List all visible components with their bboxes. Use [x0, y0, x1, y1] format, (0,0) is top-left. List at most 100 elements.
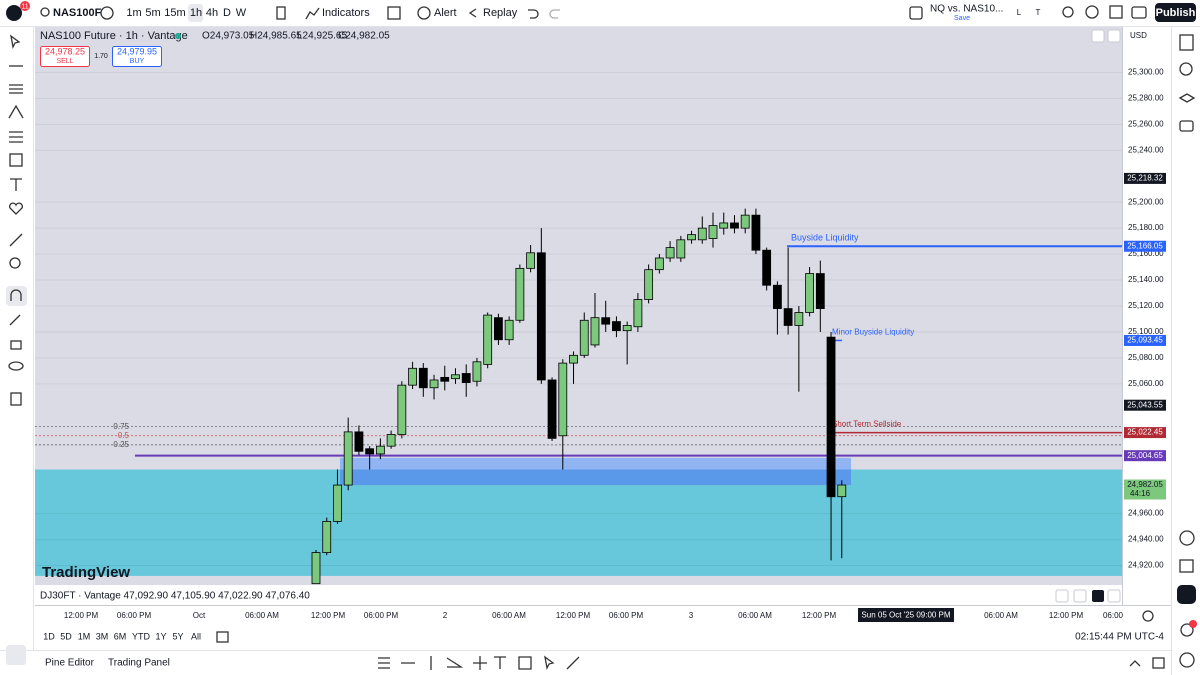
level-text: Buyside Liquidity	[791, 233, 859, 243]
range-button[interactable]: 3M	[96, 631, 109, 641]
search-icon[interactable]	[40, 7, 50, 17]
collapse-button[interactable]	[6, 645, 26, 665]
layers-icon[interactable]	[1178, 93, 1196, 103]
ohlc-close: C24,982.05	[338, 31, 390, 42]
crosshair-time: Sun 05 Oct '25 09:00 PM	[861, 611, 950, 620]
alert-button[interactable]: Alert	[434, 7, 457, 19]
interval-button[interactable]: W	[236, 7, 247, 19]
y-tick-label: 25,300.00	[1128, 68, 1164, 77]
buy-button[interactable]	[112, 46, 162, 67]
stay-drawing-tool[interactable]	[9, 314, 21, 326]
layout-checkbox[interactable]	[909, 6, 923, 20]
reset-button[interactable]	[1107, 29, 1121, 43]
ruler-tool[interactable]	[9, 233, 23, 247]
pane-up[interactable]	[1055, 589, 1069, 603]
cursor-tool[interactable]	[10, 34, 21, 50]
undo[interactable]	[528, 9, 539, 19]
pane-maximize[interactable]	[1092, 590, 1104, 602]
add-symbol[interactable]	[100, 6, 114, 20]
date-range-icon[interactable]	[216, 631, 229, 643]
settings-icon[interactable]	[1085, 5, 1099, 19]
target-icon[interactable]	[1179, 530, 1195, 546]
candle-body	[311, 552, 321, 585]
fullscreen-icon[interactable]	[1109, 5, 1123, 19]
calendar-icon[interactable]	[1179, 559, 1194, 573]
apps-icon[interactable]	[1177, 585, 1196, 604]
candle-body	[654, 257, 664, 271]
snapshot-icon[interactable]	[1131, 6, 1147, 19]
sell-button[interactable]	[40, 46, 90, 67]
save-label[interactable]: Save	[954, 15, 970, 22]
candle-body	[386, 434, 396, 447]
range-button[interactable]: 1D	[43, 631, 55, 641]
axis-settings[interactable]	[1142, 610, 1154, 622]
pine-editor-tab[interactable]: Pine Editor	[45, 658, 95, 669]
price-tag-label: 25,166.05	[1127, 241, 1163, 250]
x-tick-label: 06:00 AM	[984, 611, 1018, 620]
signal-icon[interactable]	[1180, 623, 1194, 637]
range-button[interactable]: 5D	[60, 631, 72, 641]
search-icon[interactable]	[1062, 6, 1074, 18]
interval-button[interactable]: 1h	[190, 7, 202, 19]
interval-button[interactable]: 15m	[164, 7, 185, 19]
pattern-tool[interactable]	[9, 202, 23, 215]
l-button[interactable]: L	[1017, 8, 1022, 17]
hide-tool[interactable]	[8, 361, 24, 371]
lock-tool[interactable]	[10, 340, 22, 350]
trading-panel-tab[interactable]: Trading Panel	[108, 658, 170, 669]
indicators-button[interactable]: Indicators	[322, 7, 370, 19]
pane-delete[interactable]	[1073, 589, 1087, 603]
y-tick-label: 25,260.00	[1128, 119, 1164, 128]
interval-button[interactable]: 1m	[126, 7, 141, 19]
symbol[interactable]: NAS100F	[53, 7, 102, 19]
candle-body	[418, 367, 428, 389]
redo[interactable]	[549, 9, 560, 19]
x-tick-label: 3	[689, 611, 694, 620]
spread: 1.70	[94, 53, 108, 60]
range-button[interactable]: YTD	[132, 631, 151, 641]
alerts-icon[interactable]	[1179, 62, 1193, 76]
avatar[interactable]	[6, 5, 22, 21]
price-tag	[1124, 479, 1166, 500]
maximize-panel[interactable]	[1152, 657, 1165, 669]
shape-tool[interactable]	[9, 153, 23, 167]
range-button[interactable]: 6M	[114, 631, 127, 641]
interval-button[interactable]: 4h	[206, 7, 218, 19]
sell-label: SELL	[56, 58, 73, 65]
x-tick-label: 06:00 AM	[245, 611, 279, 620]
candle-body	[751, 214, 761, 251]
magnet-tool[interactable]	[6, 286, 27, 306]
range-button[interactable]: 1M	[78, 631, 91, 641]
interval-button[interactable]: 5m	[145, 7, 160, 19]
pitchfork-tool[interactable]	[8, 104, 24, 119]
badge	[20, 1, 30, 11]
watchlist-icon[interactable]	[1179, 34, 1194, 51]
delete-tool[interactable]	[10, 392, 22, 406]
pane-reset[interactable]	[1107, 589, 1121, 603]
range-button[interactable]: All	[191, 631, 201, 641]
fib-tool[interactable]	[9, 131, 23, 143]
currency[interactable]: USD	[1130, 31, 1147, 40]
range-button[interactable]: 5Y	[172, 631, 183, 641]
t-button[interactable]: T	[1036, 8, 1041, 17]
chat-icon[interactable]	[1179, 120, 1194, 132]
replay-button[interactable]: Replay	[483, 7, 518, 19]
scroll-button[interactable]	[1091, 29, 1105, 43]
drawing-toolbar[interactable]	[378, 655, 580, 671]
candle-body	[451, 374, 460, 380]
indicators-icon	[305, 7, 320, 20]
chart-type-icon[interactable]	[276, 6, 286, 20]
ohlc-open: O24,973.05	[202, 31, 255, 42]
range-button[interactable]: 1Y	[155, 631, 166, 641]
help-icon[interactable]	[1179, 652, 1195, 668]
fib-label: 0.5	[118, 431, 130, 440]
text-tool[interactable]	[10, 178, 22, 191]
collapse-panel[interactable]	[1129, 660, 1141, 667]
publish-button[interactable]	[1155, 3, 1196, 22]
interval-button[interactable]: D	[223, 7, 231, 19]
candle-body	[687, 234, 696, 241]
channel-tool[interactable]	[9, 84, 23, 94]
zoom-tool[interactable]	[9, 257, 21, 269]
layout-name[interactable]: NQ vs. NAS10...	[930, 4, 1003, 15]
templates-icon[interactable]	[387, 6, 401, 20]
